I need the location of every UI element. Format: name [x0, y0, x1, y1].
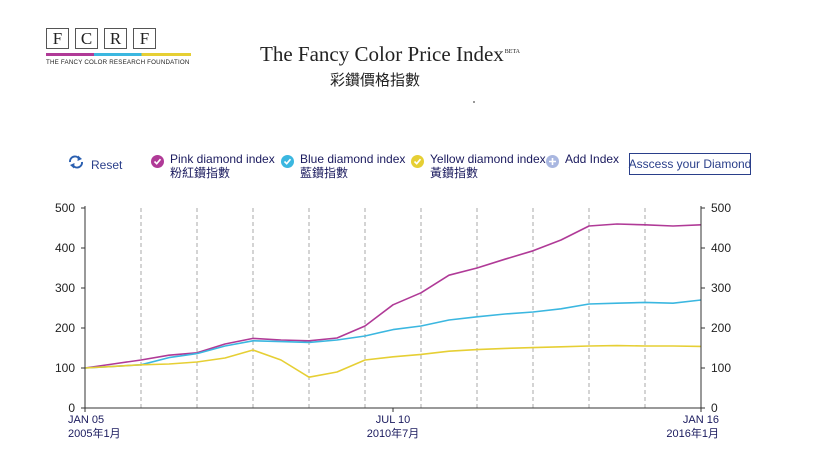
- decorative-dot: [473, 101, 475, 103]
- reset-button[interactable]: Reset: [67, 155, 122, 174]
- legend-bar: Reset Pink diamond index 粉紅鑽指數 Blue diam…: [0, 152, 815, 192]
- logo-letters: F C R F: [46, 28, 196, 49]
- y-tick-label-left: 400: [55, 241, 75, 255]
- refresh-icon: [67, 155, 85, 174]
- add-index-label: Add Index: [565, 152, 620, 166]
- diamond-check-icon: [151, 155, 164, 168]
- y-tick-label-right: 100: [711, 361, 731, 375]
- beta-badge: BETA: [504, 49, 520, 55]
- legend-item-blue[interactable]: Blue diamond index 藍鑽指數: [281, 152, 405, 180]
- series-line: [84, 299, 702, 369]
- series-layer: [84, 223, 702, 378]
- x-tick-label-cn: 2016年1月: [666, 426, 719, 440]
- logo-subtitle: THE FANCY COLOR RESEARCH FOUNDATION: [46, 59, 190, 66]
- legend-label: Blue diamond index 藍鑽指數: [300, 152, 405, 180]
- assess-diamond-button[interactable]: Asscess your Diamond: [629, 153, 751, 175]
- page-title: The Fancy Color Price IndexBETA: [260, 42, 520, 67]
- reset-label: Reset: [91, 157, 123, 172]
- y-tick-label-right: 200: [711, 321, 731, 335]
- legend-item-pink[interactable]: Pink diamond index 粉紅鑽指數: [151, 152, 275, 180]
- legend-label-en: Pink diamond index: [170, 152, 275, 166]
- y-tick-label-right: 300: [711, 281, 731, 295]
- y-tick-label-left: 300: [55, 281, 75, 295]
- x-tick-label: JAN 16: [683, 414, 719, 426]
- logo-letter: F: [46, 28, 69, 49]
- add-index-button[interactable]: Add Index: [546, 152, 619, 168]
- legend-label-en: Yellow diamond index: [430, 152, 546, 166]
- y-tick-label-left: 500: [55, 201, 75, 215]
- diamond-check-icon: [411, 155, 424, 168]
- legend-label-cn: 粉紅鑽指數: [170, 166, 231, 180]
- fcrf-logo: F C R F THE FANCY COLOR RESEARCH FOUNDAT…: [46, 28, 196, 66]
- legend-label: Yellow diamond index 黃鑽指數: [430, 152, 546, 180]
- page-title-block: The Fancy Color Price IndexBETA 彩鑽價格指數: [260, 42, 520, 90]
- logo-letter: C: [75, 28, 98, 49]
- legend-label-cn: 黃鑽指數: [430, 166, 479, 180]
- x-tick-label-cn: 2005年1月: [68, 426, 121, 440]
- y-tick-label-right: 0: [711, 401, 718, 415]
- page-title-text: The Fancy Color Price Index: [260, 42, 504, 66]
- y-tick-label-right: 500: [711, 201, 731, 215]
- legend-label: Pink diamond index 粉紅鑽指數: [170, 152, 275, 180]
- logo-color-bar: [46, 53, 191, 56]
- grid-layer: [140, 208, 646, 408]
- legend-label-en: Blue diamond index: [300, 152, 406, 166]
- series-line: [84, 344, 702, 378]
- logo-letter: R: [104, 28, 127, 49]
- y-tick-label-left: 0: [68, 401, 75, 415]
- diamond-check-icon: [281, 155, 294, 168]
- page-title-chinese: 彩鑽價格指數: [330, 72, 421, 89]
- series-line: [84, 223, 702, 369]
- x-tick-label: JUL 10: [376, 414, 410, 426]
- y-tick-label-left: 200: [55, 321, 75, 335]
- legend-item-yellow[interactable]: Yellow diamond index 黃鑽指數: [411, 152, 546, 180]
- y-tick-label-right: 400: [711, 241, 731, 255]
- logo-letter: F: [133, 28, 156, 49]
- plus-icon: [546, 155, 559, 168]
- x-tick-label-cn: 2010年7月: [367, 426, 420, 440]
- x-tick-label: JAN 05: [68, 414, 104, 426]
- y-tick-label-left: 100: [55, 361, 75, 375]
- legend-label-cn: 藍鑽指數: [300, 166, 349, 180]
